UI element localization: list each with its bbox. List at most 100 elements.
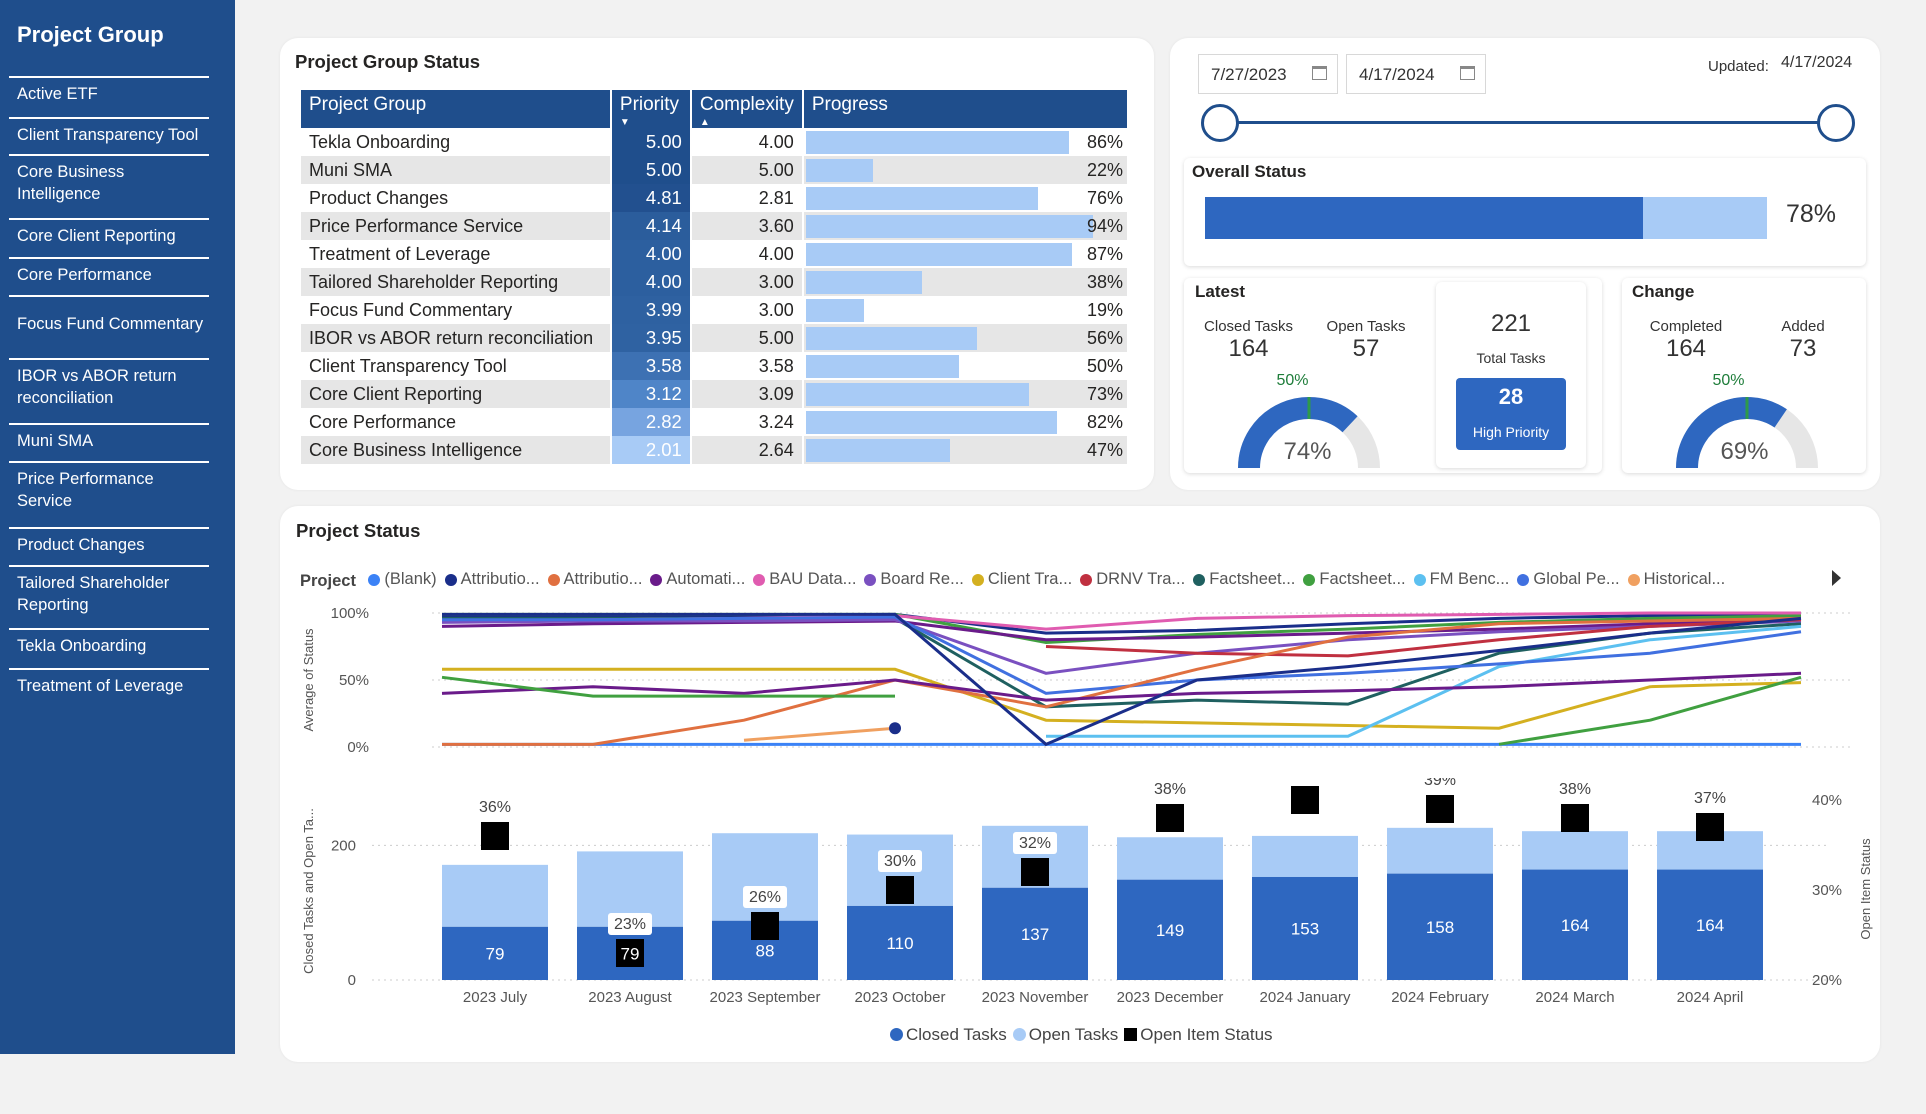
calendar-icon[interactable]: [1460, 66, 1475, 80]
priority-cell: 4.00: [610, 240, 692, 268]
complexity-cell: 3.24: [690, 408, 804, 436]
progress-cell: 82%: [802, 408, 1130, 436]
legend-item[interactable]: BAU Data...: [753, 570, 856, 589]
table-row[interactable]: Treatment of Leverage 4.00 4.00 87%: [301, 240, 1130, 268]
legend-item[interactable]: Client Tra...: [971, 570, 1072, 589]
dot-marker-icon: [1012, 1028, 1026, 1041]
table-row[interactable]: IBOR vs ABOR return reconciliation 3.95 5.…: [301, 324, 1130, 352]
progress-bar: [805, 187, 1039, 210]
project-group-cell: Tekla Onboarding: [301, 128, 612, 156]
calendar-icon[interactable]: [1312, 66, 1327, 80]
priority-cell: 3.99: [610, 296, 692, 324]
column-header[interactable]: Project Group: [301, 90, 612, 128]
open-item-status-marker: [1156, 804, 1184, 832]
table-row[interactable]: Core Performance 2.82 3.24 82%: [301, 408, 1130, 436]
end-date-input[interactable]: 4/17/2024: [1346, 54, 1486, 94]
column-header[interactable]: Complexity ▲: [690, 90, 804, 128]
x-tick-label: 2024 February: [1391, 989, 1489, 1006]
open-tasks-bar: [1117, 837, 1223, 880]
complexity-cell: 3.58: [690, 352, 804, 380]
square-marker-icon: [1124, 1028, 1138, 1041]
open-item-status-label: 36%: [479, 799, 511, 816]
column-header[interactable]: Priority ▼: [610, 90, 692, 128]
sidebar-item[interactable]: Focus Fund Commentary: [9, 295, 209, 351]
progress-cell: 76%: [802, 184, 1130, 212]
high-priority-badge[interactable]: [1456, 378, 1566, 450]
progress-bar: [805, 159, 874, 182]
sidebar-item[interactable]: Tailored Shareholder Reporting: [9, 565, 209, 621]
sidebar-item[interactable]: Muni SMA: [9, 423, 209, 457]
latest-title: Latest: [1195, 282, 1246, 301]
progress-bar: [805, 411, 1057, 434]
sidebar-item[interactable]: Core Business Intelligence: [9, 154, 209, 210]
project-group-cell: Product Changes: [301, 184, 612, 212]
legend-item[interactable]: Factsheet...: [1193, 570, 1295, 589]
progress-bar: [805, 131, 1069, 154]
sidebar-item[interactable]: Treatment of Leverage: [9, 668, 209, 702]
legend-item[interactable]: FM Benc...: [1413, 570, 1509, 589]
sidebar-item[interactable]: Product Changes: [9, 527, 209, 561]
series-line: [1045, 618, 1802, 658]
legend-item[interactable]: Automati...: [650, 570, 745, 589]
table-row[interactable]: Product Changes 4.81 2.81 76%: [301, 184, 1130, 212]
table-row[interactable]: Tailored Shareholder Reporting 4.00 3.00 38…: [301, 268, 1130, 296]
progress-cell: 73%: [802, 380, 1130, 408]
column-header[interactable]: Progress: [802, 90, 1130, 128]
y-tick-label: 100%: [331, 605, 369, 622]
y-axis-label: Average of Status: [301, 628, 316, 732]
progress-cell: 94%: [802, 212, 1130, 240]
closed-tasks-value: 79: [621, 944, 640, 963]
sidebar-item[interactable]: Core Client Reporting: [9, 218, 209, 252]
table-row[interactable]: Muni SMA 5.00 5.00 22%: [301, 156, 1130, 184]
legend-dot-icon: [368, 573, 381, 586]
project-legend[interactable]: Project (Blank) Attributio... Attributio..…: [300, 570, 1820, 591]
sidebar-item[interactable]: Client Transparency Tool: [9, 117, 209, 151]
legend-item[interactable]: Attributio...: [444, 570, 540, 589]
overall-status-title: Overall Status: [1192, 162, 1307, 181]
open-item-status-marker: [1426, 795, 1454, 823]
legend-item: Closed Tasks: [890, 1025, 1007, 1044]
sort-desc-icon[interactable]: ▼: [619, 117, 630, 128]
change-gauge: [1676, 397, 1818, 468]
sort-asc-icon[interactable]: ▲: [699, 117, 710, 128]
date-slider-track[interactable]: [1232, 121, 1838, 124]
table-row[interactable]: Client Transparency Tool 3.58 3.58 50%: [301, 352, 1130, 380]
legend-next-arrow-icon[interactable]: [1832, 570, 1841, 586]
start-date-input[interactable]: 7/27/2023: [1198, 54, 1338, 94]
open-tasks-bar: [1522, 831, 1628, 870]
sidebar-item[interactable]: IBOR vs ABOR return reconciliation: [9, 358, 209, 414]
sidebar-item[interactable]: Price Performance Service: [9, 461, 209, 517]
y-tick-label: 0%: [347, 739, 369, 756]
sidebar-item[interactable]: Core Performance: [9, 257, 209, 291]
closed-tasks-value: 164: [1228, 335, 1269, 362]
legend-item[interactable]: Board Re...: [864, 570, 964, 589]
complexity-cell: 3.00: [690, 268, 804, 296]
y-tick-label: 0: [348, 972, 356, 989]
legend-item[interactable]: DRNV Tra...: [1080, 570, 1185, 589]
table-row[interactable]: Core Client Reporting 3.12 3.09 73%: [301, 380, 1130, 408]
status-table[interactable]: Project Group Priority ▼ Complexity ▲ Progres…: [301, 90, 1130, 464]
table-row[interactable]: Tekla Onboarding 5.00 4.00 86%: [301, 128, 1130, 156]
progress-bar: [805, 243, 1073, 266]
table-row[interactable]: Focus Fund Commentary 3.99 3.00 19%: [301, 296, 1130, 324]
table-row[interactable]: Price Performance Service 4.14 3.60 94%: [301, 212, 1130, 240]
gauge-fill: [1676, 397, 1787, 468]
legend-item[interactable]: (Blank): [368, 570, 437, 589]
project-status-title: Project Status: [296, 520, 421, 541]
latest-gauge-target: 50%: [1276, 372, 1309, 389]
closed-tasks-bar: [442, 926, 548, 980]
table-row[interactable]: Core Business Intelligence 2.01 2.64 47%: [301, 436, 1130, 464]
legend-item[interactable]: Factsheet...: [1303, 570, 1406, 589]
open-item-status-label: 38%: [1559, 781, 1591, 798]
legend-dot-icon: [547, 573, 560, 586]
legend-item[interactable]: Attributio...: [547, 570, 642, 589]
sidebar-item[interactable]: Tekla Onboarding: [9, 628, 209, 662]
slider-start-handle[interactable]: [1201, 104, 1239, 142]
slider-end-handle[interactable]: [1817, 104, 1855, 142]
legend-item[interactable]: Historical...: [1627, 570, 1725, 589]
y2-tick-label: 30%: [1812, 882, 1842, 899]
legend-dot-icon: [1080, 573, 1093, 586]
closed-tasks-bar: [1657, 869, 1763, 980]
legend-item[interactable]: Global Pe...: [1517, 570, 1620, 589]
sidebar-item[interactable]: Active ETF: [9, 76, 209, 110]
